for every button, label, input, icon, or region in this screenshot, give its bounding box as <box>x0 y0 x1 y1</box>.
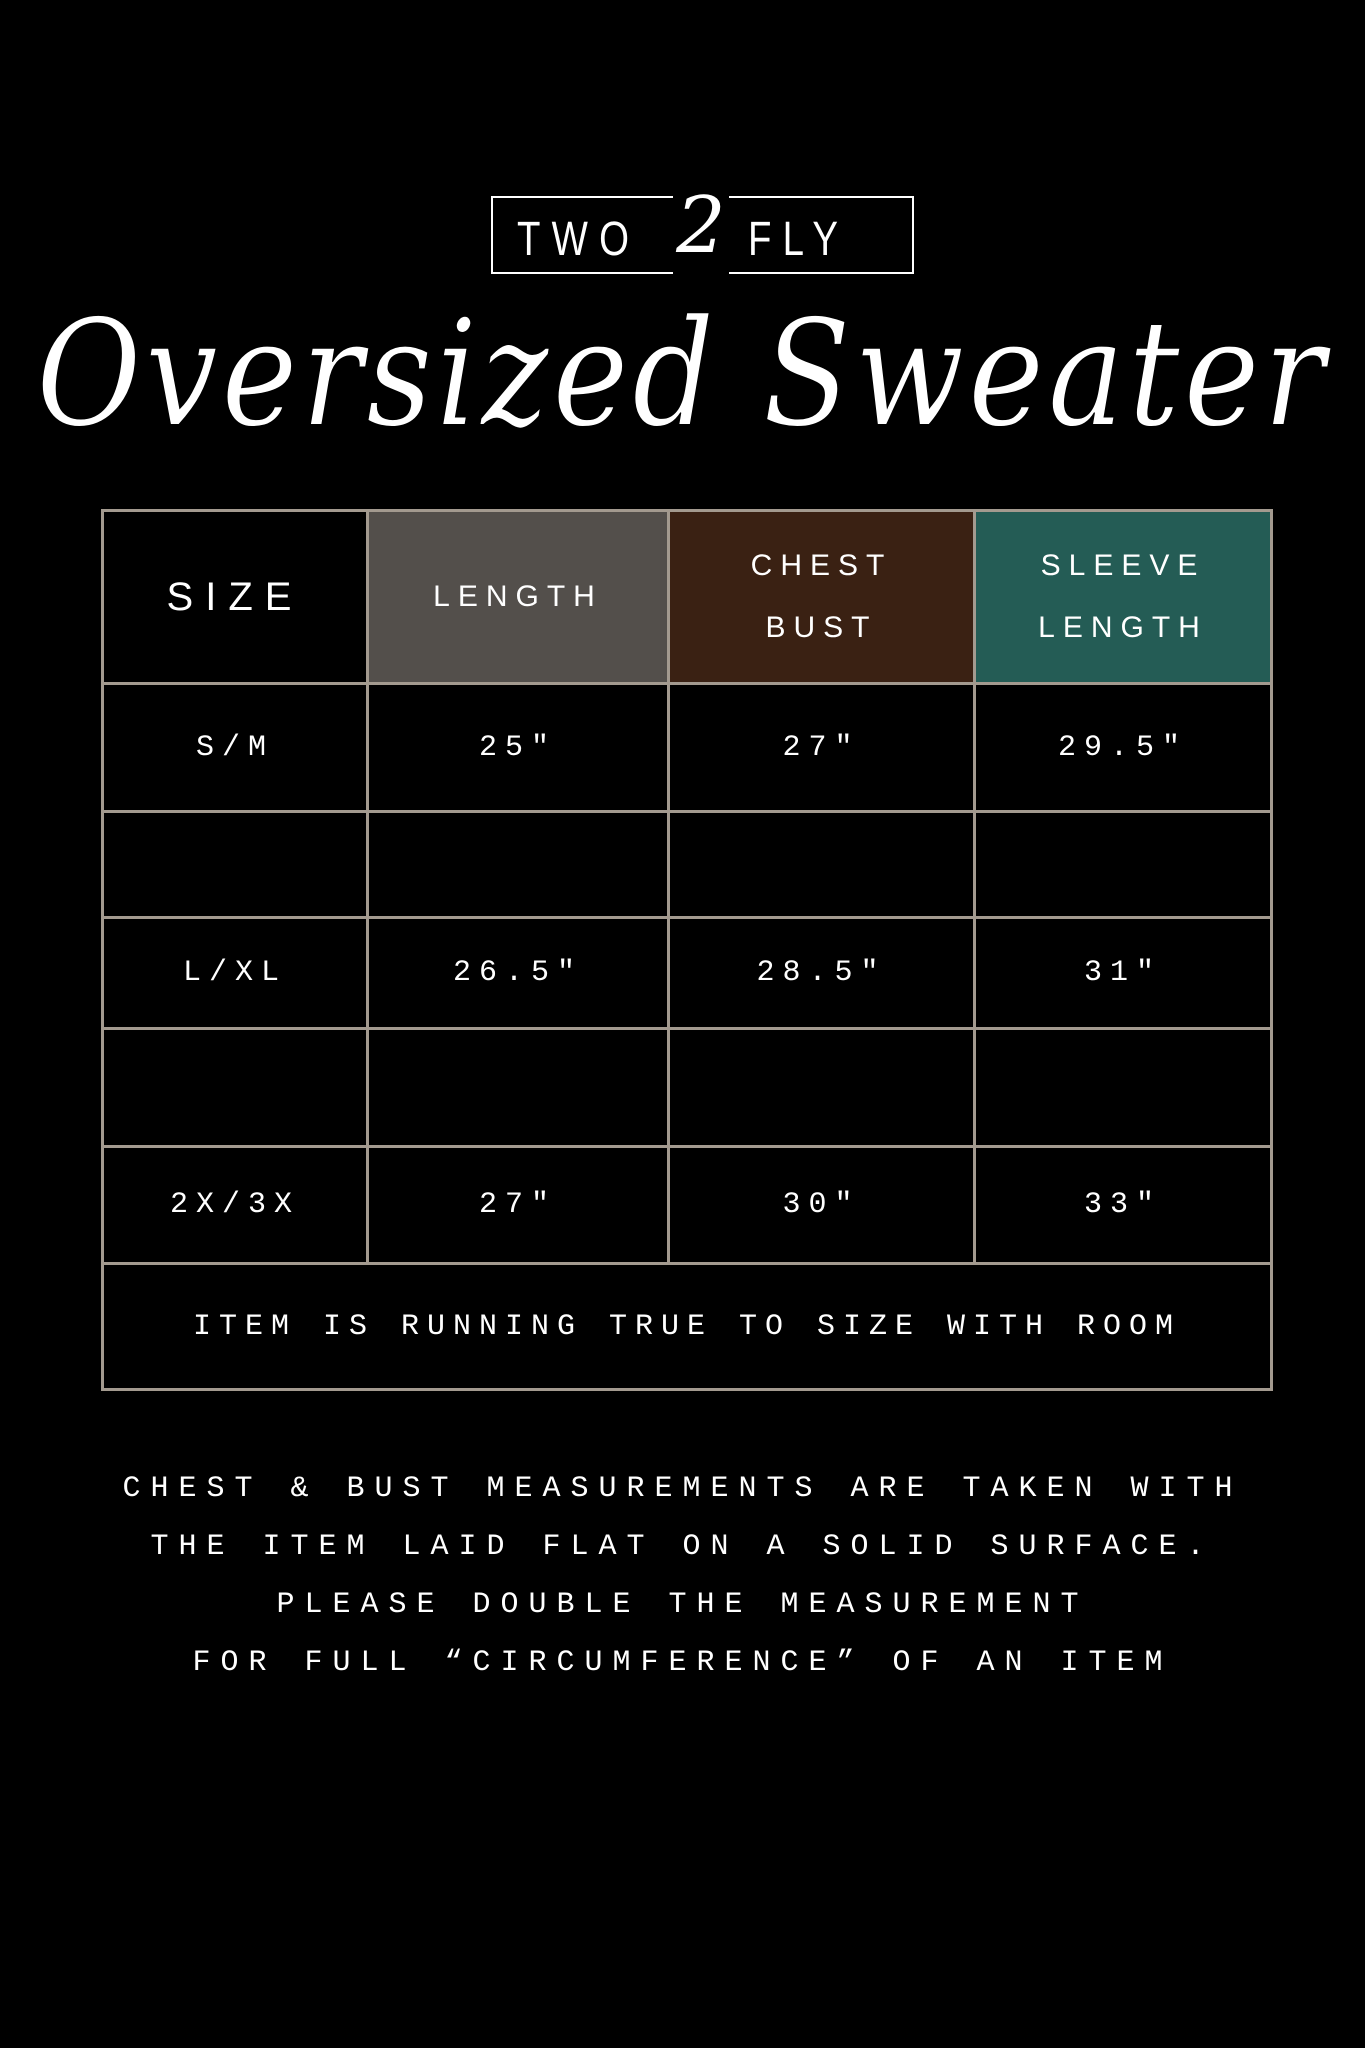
brand-logo: TWO 2 FLY <box>491 176 914 292</box>
table-row: 2X/3X 27" 30" 33" <box>101 1145 1273 1265</box>
page-title: Oversized Sweater <box>36 288 1329 461</box>
cell-size: S/M <box>101 682 369 813</box>
header-chest-bust: CHEST BUST <box>667 509 976 685</box>
note-line: CHEST & BUST MEASUREMENTS ARE TAKEN WITH <box>122 1472 1243 1506</box>
header-row: SIZE LENGTH CHEST BUST SLEEVE LENGTH <box>101 509 1273 685</box>
table-row: L/XL 26.5" 28.5" 31" <box>101 916 1273 1030</box>
cell-sleeve: 29.5" <box>973 682 1273 813</box>
table-row: S/M 25" 27" 29.5" <box>101 682 1273 813</box>
cell-sleeve: 33" <box>973 1145 1273 1265</box>
header-sleeve-length: SLEEVE LENGTH <box>973 509 1273 685</box>
size-chart: SIZE LENGTH CHEST BUST SLEEVE LENGTH S/M… <box>101 509 1273 1391</box>
cell-sleeve <box>973 810 1273 919</box>
note-line: PLEASE DOUBLE THE MEASUREMENT <box>276 1588 1089 1622</box>
cell-sleeve <box>973 1027 1273 1148</box>
cell-sleeve: 31" <box>973 916 1273 1030</box>
cell-length <box>366 1027 670 1148</box>
cell-length <box>366 810 670 919</box>
cell-length: 25" <box>366 682 670 813</box>
note-line: FOR FULL “CIRCUMFERENCE” OF AN ITEM <box>192 1646 1173 1680</box>
cell-size <box>101 810 369 919</box>
logo-two: TWO <box>517 213 641 266</box>
cell-chest <box>667 810 976 919</box>
header-sleeve: SLEEVE <box>1040 549 1206 582</box>
cell-length: 27" <box>366 1145 670 1265</box>
cell-size <box>101 1027 369 1148</box>
cell-chest: 28.5" <box>667 916 976 1030</box>
cell-chest: 27" <box>667 682 976 813</box>
logo-fly: FLY <box>748 213 850 266</box>
note-line: THE ITEM LAID FLAT ON A SOLID SURFACE. <box>150 1530 1215 1564</box>
header-chest: CHEST <box>750 549 893 582</box>
fit-note-row: ITEM IS RUNNING TRUE TO SIZE WITH ROOM <box>101 1262 1273 1391</box>
measurement-notes: CHEST & BUST MEASUREMENTS ARE TAKEN WITH… <box>0 1460 1365 1692</box>
header-bust: BUST <box>765 611 878 644</box>
header-sleeve-length-label: LENGTH <box>1038 611 1208 644</box>
cell-length: 26.5" <box>366 916 670 1030</box>
header-size: SIZE <box>101 509 369 685</box>
fit-note: ITEM IS RUNNING TRUE TO SIZE WITH ROOM <box>101 1262 1273 1391</box>
table-row <box>101 810 1273 919</box>
cell-size: L/XL <box>101 916 369 1030</box>
cell-chest <box>667 1027 976 1148</box>
cell-chest: 30" <box>667 1145 976 1265</box>
cell-size: 2X/3X <box>101 1145 369 1265</box>
table-row <box>101 1027 1273 1148</box>
header-length: LENGTH <box>366 509 670 685</box>
logo-2: 2 <box>673 176 729 292</box>
